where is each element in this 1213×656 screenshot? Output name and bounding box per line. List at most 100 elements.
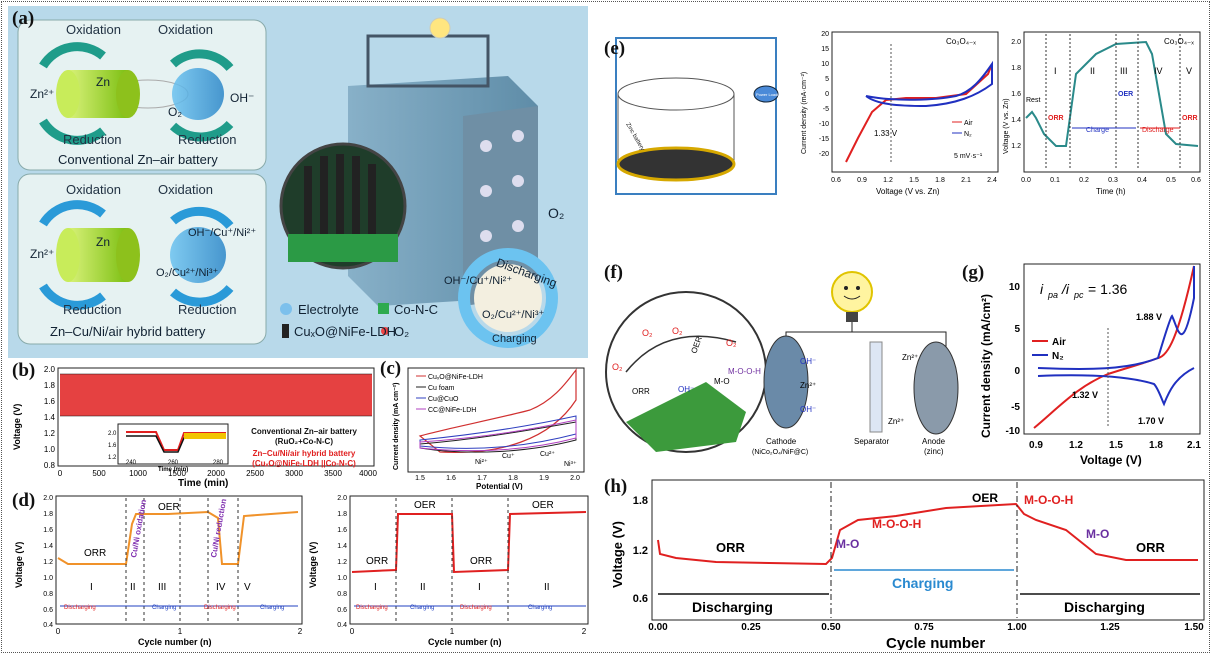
e-cv-ytick: -15 xyxy=(819,136,829,143)
legend-hybrid: Zn–Cu/Ni/air hybrid battery xyxy=(253,449,356,458)
e-gcd-stage: V xyxy=(1186,66,1192,76)
legend-conventional: Conventional Zn–air battery xyxy=(251,427,357,436)
h-mo-right: M-O xyxy=(1086,527,1109,541)
f-orr-label: ORR xyxy=(632,387,650,396)
g-v188: 1.88 V xyxy=(1136,312,1162,322)
chart-d-ytick: 0.6 xyxy=(43,607,53,614)
e-cv-frame xyxy=(831,31,999,173)
oxidation-label: Oxidation xyxy=(158,182,213,197)
e-gcd-curve xyxy=(1025,40,1199,147)
chart-b-xlabel: Time (min) xyxy=(178,478,228,489)
h-xtick: 1.00 xyxy=(1007,622,1027,633)
chart-b-ytick: 1.8 xyxy=(44,381,56,390)
e-cv-xtick: 0.9 xyxy=(857,177,867,184)
e-gcd-xtick: 0.5 xyxy=(1166,177,1176,184)
chart-d-left-curve xyxy=(57,510,299,565)
f-o2-label: O₂ xyxy=(672,326,683,336)
svg-text:pa: pa xyxy=(1047,290,1058,300)
g-ytick: 10 xyxy=(1009,282,1021,293)
chart-b-xtick: 3500 xyxy=(324,469,342,478)
stage-label: II xyxy=(420,582,426,593)
chart-d-xtick: 1 xyxy=(178,627,183,636)
chart-b-xtick: 1500 xyxy=(168,469,186,478)
label-cu-reduction: Cu/Ni reduction xyxy=(209,498,228,558)
oxidation-label: Oxidation xyxy=(66,22,121,37)
legend-conc: Co-N-C xyxy=(394,302,438,317)
e-gcd-ytick: 1.4 xyxy=(1011,117,1021,124)
stage-label: V xyxy=(244,582,251,593)
chart-d-ytick: 2.0 xyxy=(337,495,347,502)
anode-disk xyxy=(913,341,959,435)
f-o2-label: O₂ xyxy=(726,338,737,348)
f-cathode-label: Cathode xyxy=(766,437,797,446)
panel-g: 10 5 0 -5 -10 0.9 1.2 1.5 1.8 2.1 Voltag… xyxy=(968,258,1208,470)
f-anode-label: Anode xyxy=(922,437,946,446)
bar-label-charging: Charging xyxy=(410,605,434,611)
chart-d-ytick: 0.4 xyxy=(43,622,53,629)
zn2-label: Zn²⁺ xyxy=(30,247,54,261)
chart-c-legend: CuₓO@NiFe-LDH xyxy=(428,374,483,381)
inset-xlabel: Time (min) xyxy=(158,467,188,473)
chart-c-xtick: 1.5 xyxy=(415,475,425,482)
e-cv-xtick: 2.1 xyxy=(961,177,971,184)
e-gcd-oer: OER xyxy=(1118,91,1133,98)
chart-d-ytick: 0.6 xyxy=(337,607,347,614)
inset-xtick: 240 xyxy=(126,460,137,466)
bar-label-discharging: Discharging xyxy=(460,605,492,611)
e-gcd-xtick: 0.6 xyxy=(1191,177,1201,184)
e-gcd-xtick: 0.1 xyxy=(1050,177,1060,184)
bulb-icon xyxy=(429,17,451,39)
e-cv-ytick: 5 xyxy=(825,76,829,83)
hybrid-box xyxy=(17,173,267,345)
label-oer: OER xyxy=(414,500,436,511)
inset-ytick: 2.0 xyxy=(108,431,117,437)
chart-d-ytick: 1.4 xyxy=(43,543,53,550)
panel-label-h: (h) xyxy=(604,476,628,497)
zn2-label: Zn²⁺ xyxy=(30,87,54,101)
f-mooh-label: M-O-O-H xyxy=(728,367,761,376)
annot-ni3: Ni³⁺ xyxy=(564,461,577,468)
annot-cu2: Cu²⁺ xyxy=(540,451,555,458)
chart-d-ytick: 1.8 xyxy=(337,511,347,518)
h-oer: OER xyxy=(972,491,998,505)
inset-xtick: 260 xyxy=(168,460,179,466)
chart-b-ytick: 1.0 xyxy=(44,445,56,454)
chart-b-ytick: 2.0 xyxy=(44,365,56,374)
f-oh-label: OH⁻ xyxy=(800,405,816,414)
chart-d-xtick: 0 xyxy=(56,627,61,636)
e-cv-legend: N₂ xyxy=(964,131,972,138)
h-discharging-right: Discharging xyxy=(1064,599,1145,615)
hybrid-top-species: OH⁻/Cu⁺/Ni²⁺ xyxy=(188,227,256,239)
cycle-bottom-species: O₂/Cu²⁺/Ni³⁺ xyxy=(482,309,545,321)
e-cv-ytick: 10 xyxy=(821,61,829,68)
f-o2-label: O₂ xyxy=(642,328,653,338)
chart-d-xtick: 1 xyxy=(450,627,455,636)
e-cv-133: 1.33 V xyxy=(874,129,898,138)
cv-curve-cu-foam xyxy=(419,421,577,453)
panel-label-g: (g) xyxy=(962,262,985,283)
h-curve xyxy=(657,502,1198,566)
chart-b-xtick: 3000 xyxy=(285,469,303,478)
e-gcd-stage: IV xyxy=(1154,66,1163,76)
chart-d-ytick: 1.2 xyxy=(337,559,347,566)
h-orr-left: ORR xyxy=(716,540,746,555)
f-mo-label: M-O xyxy=(714,377,730,386)
h-mooh-left: M-O-O-H xyxy=(872,517,921,531)
h-xtick: 0.50 xyxy=(821,622,841,633)
smiling-bulb-icon xyxy=(831,271,873,313)
panel-label-e: (e) xyxy=(604,38,626,59)
g-ratio-value: = 1.36 xyxy=(1088,281,1128,297)
oxidation-label: Oxidation xyxy=(158,22,213,37)
e-cv-ytick: -20 xyxy=(819,151,829,158)
chart-d-ytick: 2.0 xyxy=(43,495,53,502)
e-cv-ytick: 15 xyxy=(821,46,829,53)
panel-label-f: (f) xyxy=(604,262,623,283)
h-ytick: 1.2 xyxy=(633,545,648,557)
cycle-charging: Charging xyxy=(492,333,537,345)
panel-c: CuₓO@NiFe-LDH Cu foam Cu@CuO CC@NiFe-LDH… xyxy=(380,360,590,491)
e-cv-legend: Air xyxy=(964,120,973,127)
e-cv-air xyxy=(845,63,993,163)
panel-f: O₂ O₂ O₂ O₂ OER ORR OH⁻ M-O M-O-O-H OH⁻ … xyxy=(596,262,976,462)
chart-d-xtick: 2 xyxy=(298,627,303,636)
bar-label-discharging: Discharging xyxy=(204,605,236,611)
